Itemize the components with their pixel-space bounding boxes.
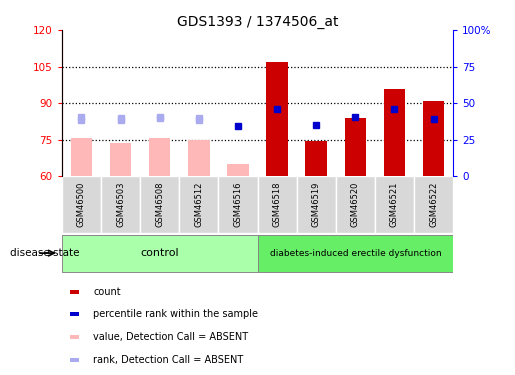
Bar (62, 176, 101, 232)
Bar (188, 140, 210, 176)
Text: GSM46516: GSM46516 (233, 182, 243, 227)
Bar (179, 176, 218, 232)
Text: control: control (140, 248, 179, 258)
Text: diabetes-induced erectile dysfunction: diabetes-induced erectile dysfunction (269, 249, 441, 258)
Text: rank, Detection Call = ABSENT: rank, Detection Call = ABSENT (93, 355, 244, 365)
Bar (336, 176, 375, 232)
Text: percentile rank within the sample: percentile rank within the sample (93, 309, 258, 319)
Bar (110, 143, 131, 176)
Bar (227, 164, 249, 176)
Bar (218, 176, 258, 232)
Bar (258, 176, 297, 232)
Text: GSM46508: GSM46508 (155, 182, 164, 227)
Bar (423, 101, 444, 176)
Text: GSM46503: GSM46503 (116, 182, 125, 227)
Text: GSM46500: GSM46500 (77, 182, 86, 227)
Text: count: count (93, 287, 121, 297)
Bar (149, 138, 170, 176)
Bar (70, 290, 79, 294)
Text: value, Detection Call = ABSENT: value, Detection Call = ABSENT (93, 332, 248, 342)
Bar (101, 176, 140, 232)
Bar (297, 176, 336, 232)
Bar (266, 62, 288, 176)
Bar (70, 312, 79, 316)
Text: GSM46518: GSM46518 (272, 182, 282, 227)
Bar (62, 235, 258, 272)
Bar (384, 88, 405, 176)
Bar (70, 358, 79, 362)
Bar (414, 176, 453, 232)
Title: GDS1393 / 1374506_at: GDS1393 / 1374506_at (177, 15, 338, 29)
Bar (305, 141, 327, 176)
Bar (140, 176, 179, 232)
Bar (375, 176, 414, 232)
Bar (345, 118, 366, 176)
Bar (258, 235, 453, 272)
Bar (70, 334, 79, 339)
Bar (71, 138, 92, 176)
Text: GSM46519: GSM46519 (312, 182, 321, 227)
Text: disease state: disease state (10, 248, 80, 258)
Text: GSM46512: GSM46512 (194, 182, 203, 227)
Text: GSM46522: GSM46522 (429, 182, 438, 227)
Text: GSM46521: GSM46521 (390, 182, 399, 227)
Text: GSM46520: GSM46520 (351, 182, 360, 227)
